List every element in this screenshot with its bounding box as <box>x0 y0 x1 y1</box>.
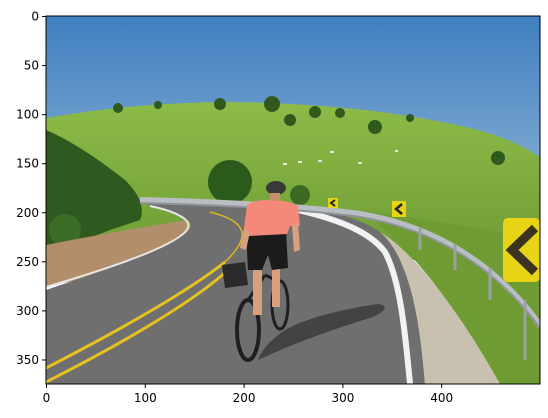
helmet <box>266 181 286 195</box>
guardrail <box>139 197 540 328</box>
x-tick-label: 0 <box>43 391 51 405</box>
rear-bag <box>222 262 248 288</box>
chevron-sign-medium <box>392 201 406 217</box>
y-tick-label: 350 <box>16 353 39 367</box>
y-axis: 0 50 100 150 200 250 300 350 <box>16 9 46 367</box>
x-tick-label: 200 <box>233 391 256 405</box>
legs <box>253 265 262 315</box>
y-tick-label: 0 <box>31 9 39 23</box>
center-line <box>46 260 226 370</box>
x-tick-label: 100 <box>134 391 157 405</box>
x-axis: 0 100 200 300 400 <box>43 384 453 405</box>
y-tick-label: 100 <box>16 108 39 122</box>
roadside-tree <box>208 160 252 204</box>
left-roadside <box>46 220 190 286</box>
axes-frame <box>45 15 541 385</box>
right-grass <box>360 210 540 384</box>
hilltop-trees <box>113 96 505 165</box>
cyclist-shadow <box>258 304 385 360</box>
y-tick-label: 250 <box>16 255 39 269</box>
black-shorts <box>246 230 288 270</box>
chevron-sign-small <box>328 198 338 208</box>
chevron-sign-large <box>503 218 540 282</box>
y-tick-label: 150 <box>16 157 39 171</box>
x-tick-label: 400 <box>430 391 453 405</box>
edge-line <box>297 207 413 384</box>
cyclist <box>222 181 300 315</box>
y-tick-label: 50 <box>24 59 39 73</box>
photo <box>46 16 540 384</box>
y-tick-label: 300 <box>16 304 39 318</box>
x-tick-label: 300 <box>331 391 354 405</box>
pink-jersey <box>244 199 300 236</box>
y-tick-label: 200 <box>16 206 39 220</box>
road-shoulder <box>380 232 500 384</box>
cattle <box>283 150 398 165</box>
road <box>46 202 425 384</box>
